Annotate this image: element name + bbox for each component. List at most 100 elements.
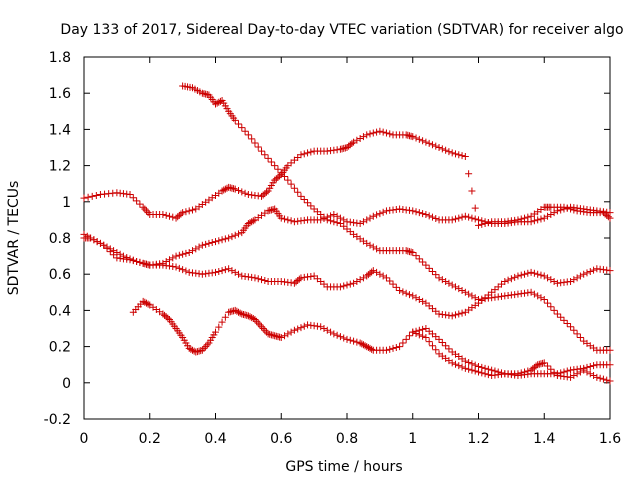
data-point-marker [415,255,423,263]
data-point-marker [428,213,436,221]
data-point-marker [133,258,141,266]
data-point-marker [382,274,390,282]
data-point-marker [359,274,367,282]
data-point-marker [231,268,239,276]
data-point-marker [458,213,466,221]
data-point-marker [307,202,315,210]
data-point-marker [300,196,308,204]
data-point-marker [537,271,545,279]
data-point-marker [235,308,243,316]
data-point-marker [366,241,374,249]
data-point-marker [382,346,390,354]
data-point-marker [547,210,555,218]
data-point-marker [448,281,456,289]
data-point-marker [547,276,555,284]
data-point-marker [376,210,384,218]
data-point-marker [570,326,578,334]
data-point-marker [396,343,404,351]
data-point-marker [177,210,185,218]
data-point-marker [139,203,147,211]
data-point-marker [567,277,575,285]
data-point-marker [547,365,555,373]
data-point-marker [435,144,443,151]
data-point-marker [606,361,614,369]
data-point-marker [468,292,476,300]
data-point-marker [451,150,459,158]
data-point-marker [604,213,612,221]
chart-title: Day 133 of 2017, Sidereal Day-to-day VTE… [60,22,623,38]
data-point-marker [258,147,266,155]
plot-frame [83,56,611,420]
data-point-marker [297,151,305,159]
data-point-marker [162,211,170,219]
data-point-marker [435,335,443,343]
y-tick-label: 0.4 [49,303,71,319]
x-axis-tick-labels: 0 0.2 0.4 0.6 0.8 1 1.2 1.4 1.6 [80,431,622,447]
data-point-marker [267,158,275,166]
data-point-marker [261,326,269,334]
data-point-marker [451,360,459,368]
data-point-marker [361,342,369,350]
data-point-marker [373,211,381,219]
data-point-marker [392,344,400,352]
data-point-marker [136,200,144,208]
data-point-marker [373,268,381,276]
data-point-marker [235,230,243,238]
data-point-marker [432,346,440,354]
x-tick-label: 1.4 [533,431,555,447]
data-point-marker [445,279,453,287]
y-axis-label: SDTVAR / TECUs [6,181,22,296]
data-point-marker [356,220,364,228]
data-point-marker [215,323,223,331]
data-point-marker [461,357,469,365]
data-point-marker [419,137,427,145]
data-point-marker [478,217,486,225]
data-point-marker [356,339,364,347]
data-point-marker [287,217,295,225]
data-point-marker [320,215,328,223]
data-point-marker [281,332,289,340]
data-point-marker [327,328,335,336]
data-point-marker [333,219,341,227]
data-point-marker [96,239,104,247]
data-point-marker [93,238,101,246]
data-point-marker [241,189,249,197]
data-point-marker [524,269,532,277]
data-point-marker [419,332,427,340]
data-point-marker [144,300,152,308]
data-point-marker [307,148,315,156]
y-tick-label: 1 [62,195,71,211]
data-point-marker [164,314,172,322]
series-lower-middle-band [80,234,614,320]
data-point-marker [188,206,196,214]
data-point-marker [544,212,552,220]
data-point-marker [369,212,377,220]
y-tick-label: 1.4 [49,122,71,138]
data-point-marker [159,210,167,218]
data-point-marker [129,257,137,265]
data-point-marker [244,131,252,139]
series-upper-band [80,127,614,229]
data-point-marker [169,254,177,262]
data-point-marker [225,234,233,242]
data-point-marker [458,309,466,317]
y-tick-label: 0 [62,376,71,392]
data-point-marker [412,252,420,260]
data-point-marker [294,188,302,196]
data-point-marker [84,193,92,201]
data-point-marker [340,334,348,342]
data-point-marker [221,185,229,193]
data-point-marker [215,98,223,106]
data-point-marker [356,134,364,142]
data-point-marker [468,214,476,222]
data-point-marker [172,263,180,271]
data-point-marker [300,150,308,158]
data-point-marker [320,325,328,332]
data-point-marker [165,212,173,220]
data-point-marker [317,323,325,331]
data-point-marker [399,288,407,296]
data-point-marker [382,129,390,137]
data-point-marker [251,274,259,282]
data-point-marker [478,369,486,377]
